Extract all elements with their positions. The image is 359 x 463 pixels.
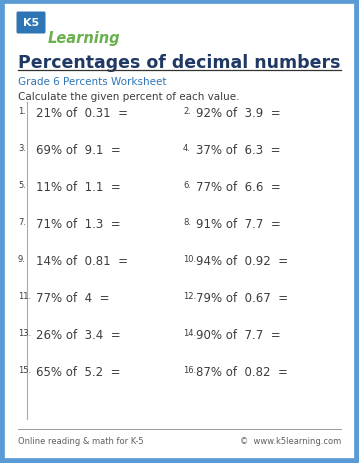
- Text: 14.: 14.: [183, 328, 196, 337]
- Text: Grade 6 Percents Worksheet: Grade 6 Percents Worksheet: [18, 77, 167, 87]
- Text: 4.: 4.: [183, 144, 191, 153]
- Text: 15.: 15.: [18, 365, 31, 374]
- Text: 77% of  6.6  =: 77% of 6.6 =: [196, 181, 281, 194]
- FancyBboxPatch shape: [17, 13, 46, 34]
- Text: 77% of  4  =: 77% of 4 =: [36, 291, 109, 304]
- Text: Calculate the given percent of each value.: Calculate the given percent of each valu…: [18, 92, 239, 102]
- Text: 65% of  5.2  =: 65% of 5.2 =: [36, 365, 121, 378]
- Text: 11.: 11.: [18, 291, 31, 300]
- Text: 2.: 2.: [183, 107, 191, 116]
- Text: 3.: 3.: [18, 144, 26, 153]
- Text: 71% of  1.3  =: 71% of 1.3 =: [36, 218, 121, 231]
- Text: 91% of  7.7  =: 91% of 7.7 =: [196, 218, 281, 231]
- Text: Percentages of decimal numbers: Percentages of decimal numbers: [18, 54, 340, 72]
- Text: ©  www.k5learning.com: © www.k5learning.com: [240, 436, 341, 445]
- Text: 11% of  1.1  =: 11% of 1.1 =: [36, 181, 121, 194]
- Text: 87% of  0.82  =: 87% of 0.82 =: [196, 365, 288, 378]
- Text: 16.: 16.: [183, 365, 196, 374]
- Text: 92% of  3.9  =: 92% of 3.9 =: [196, 107, 281, 120]
- Text: 13.: 13.: [18, 328, 31, 337]
- Text: 79% of  0.67  =: 79% of 0.67 =: [196, 291, 288, 304]
- Text: 26% of  3.4  =: 26% of 3.4 =: [36, 328, 121, 341]
- Text: 9.: 9.: [18, 255, 26, 263]
- Text: 90% of  7.7  =: 90% of 7.7 =: [196, 328, 281, 341]
- Text: 1.: 1.: [18, 107, 26, 116]
- Text: 8.: 8.: [183, 218, 191, 226]
- Text: 7.: 7.: [18, 218, 26, 226]
- Text: Online reading & math for K-5: Online reading & math for K-5: [18, 436, 144, 445]
- Text: 69% of  9.1  =: 69% of 9.1 =: [36, 144, 121, 156]
- Text: Learning: Learning: [48, 31, 121, 46]
- Text: 21% of  0.31  =: 21% of 0.31 =: [36, 107, 128, 120]
- Text: 10.: 10.: [183, 255, 196, 263]
- Text: 12.: 12.: [183, 291, 196, 300]
- Text: 5.: 5.: [18, 181, 26, 189]
- Text: 37% of  6.3  =: 37% of 6.3 =: [196, 144, 280, 156]
- Text: 6.: 6.: [183, 181, 191, 189]
- Text: 14% of  0.81  =: 14% of 0.81 =: [36, 255, 128, 268]
- Text: 94% of  0.92  =: 94% of 0.92 =: [196, 255, 288, 268]
- Text: K5: K5: [23, 19, 39, 28]
